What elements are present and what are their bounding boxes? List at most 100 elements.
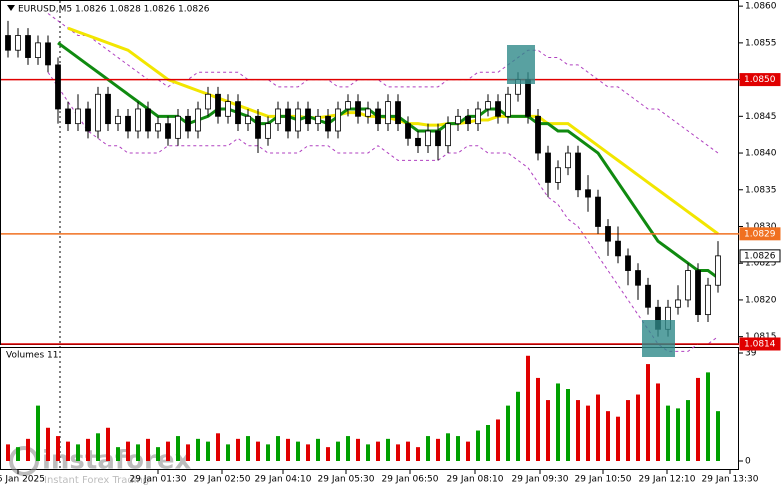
- x-tick-label: 29 Jan 01:30: [130, 475, 187, 485]
- y-tick-label: 1.0855: [745, 38, 777, 48]
- candle-body: [645, 284, 651, 308]
- x-tick-label: 29 Jan 12:10: [639, 475, 696, 485]
- volume-bar: [406, 441, 410, 461]
- candle-body: [555, 167, 561, 183]
- candle-body: [425, 130, 431, 147]
- volume-bar: [706, 372, 710, 461]
- volume-bar: [516, 391, 520, 461]
- candle-body: [255, 115, 261, 139]
- candle-body: [265, 123, 271, 139]
- volume-bar: [236, 438, 240, 461]
- volume-bar: [36, 405, 40, 461]
- volume-bar: [336, 441, 340, 461]
- signal-box: [642, 320, 675, 357]
- candle-body: [605, 226, 611, 242]
- candle-body: [5, 35, 11, 51]
- candle-body: [125, 115, 131, 132]
- candle-body: [535, 115, 541, 154]
- level-label: 1.0826: [744, 251, 776, 261]
- volume-bar: [586, 405, 590, 461]
- candle-body: [345, 101, 351, 110]
- volume-bar: [6, 444, 10, 461]
- candle-body: [15, 35, 21, 51]
- candle-body: [285, 108, 291, 132]
- candle-body: [475, 108, 481, 125]
- band-line: [47, 71, 719, 352]
- volume-bar: [16, 447, 20, 461]
- volume-bar: [696, 377, 700, 461]
- volume-bar: [146, 438, 150, 461]
- candle-body: [35, 42, 41, 58]
- volume-bar: [636, 394, 640, 461]
- candle-body: [705, 284, 711, 316]
- volume-bar: [76, 444, 80, 461]
- volume-bar: [446, 433, 450, 461]
- volume-bar: [46, 427, 50, 461]
- candle-body: [175, 115, 181, 139]
- volume-bar: [136, 444, 140, 461]
- level-label: 1.0850: [744, 75, 776, 85]
- candle-body: [195, 108, 201, 132]
- candle-body: [685, 270, 691, 301]
- candle-body: [445, 123, 451, 147]
- candle-body: [135, 108, 141, 132]
- volume-bar: [416, 447, 420, 461]
- volume-bar: [276, 436, 280, 461]
- x-tick-label: 29 Jan 02:50: [194, 475, 251, 485]
- volume-bar: [266, 444, 270, 461]
- price-layer: [1, 13, 739, 352]
- volume-bar: [486, 425, 490, 461]
- y-tick-label: 1.0815: [745, 332, 777, 342]
- y-tick-label: 1.0835: [745, 185, 777, 195]
- volume-bar: [86, 438, 90, 461]
- candle-body: [675, 299, 681, 308]
- volume-bar: [526, 355, 530, 461]
- volume-bar: [506, 405, 510, 461]
- x-tick-label: 29 Jan 09:30: [512, 475, 569, 485]
- volume-bar: [656, 383, 660, 461]
- volume-bar: [456, 436, 460, 461]
- volume-bar: [56, 436, 60, 461]
- y-tick-label: 1.0820: [745, 295, 777, 305]
- y-tick-label: 1.0845: [745, 112, 777, 122]
- candle-body: [55, 64, 61, 110]
- volume-bar: [536, 377, 540, 461]
- candle-body: [205, 93, 211, 110]
- x-tick-label: 26 Jan 2025: [0, 475, 45, 485]
- volume-tick-label: 0: [745, 457, 751, 467]
- volume-bar: [106, 427, 110, 461]
- volume-bar: [216, 433, 220, 461]
- candle-body: [65, 108, 71, 125]
- volume-bar: [466, 441, 470, 461]
- candle-body: [275, 108, 281, 125]
- candle-body: [545, 152, 551, 183]
- volume-bar: [426, 436, 430, 461]
- candle-body: [215, 93, 221, 117]
- volume-bar: [326, 447, 330, 461]
- candle-body: [375, 108, 381, 125]
- level-label: 1.0829: [744, 229, 776, 239]
- candle-body: [585, 189, 591, 198]
- level-label: 1.0814: [744, 340, 776, 350]
- candle-body: [625, 255, 631, 271]
- volume-bar: [226, 444, 230, 461]
- level-label-box: [739, 73, 781, 87]
- y-tick-label: 1.0840: [745, 149, 777, 159]
- x-tick-label: 29 Jan 04:10: [255, 475, 312, 485]
- candle-body: [405, 123, 411, 139]
- candle-body: [575, 152, 581, 191]
- band-line: [47, 13, 719, 154]
- candle-body: [395, 101, 401, 125]
- candle-body: [465, 115, 471, 125]
- candle-body: [335, 108, 341, 132]
- price-panel: [0, 0, 739, 345]
- candle-body: [695, 270, 701, 316]
- volume-label: Volumes 11: [6, 351, 58, 361]
- volume-bar: [396, 444, 400, 461]
- candle-body: [185, 115, 191, 132]
- volume-bar: [96, 433, 100, 461]
- volume-bar: [316, 438, 320, 461]
- volume-bar: [356, 438, 360, 461]
